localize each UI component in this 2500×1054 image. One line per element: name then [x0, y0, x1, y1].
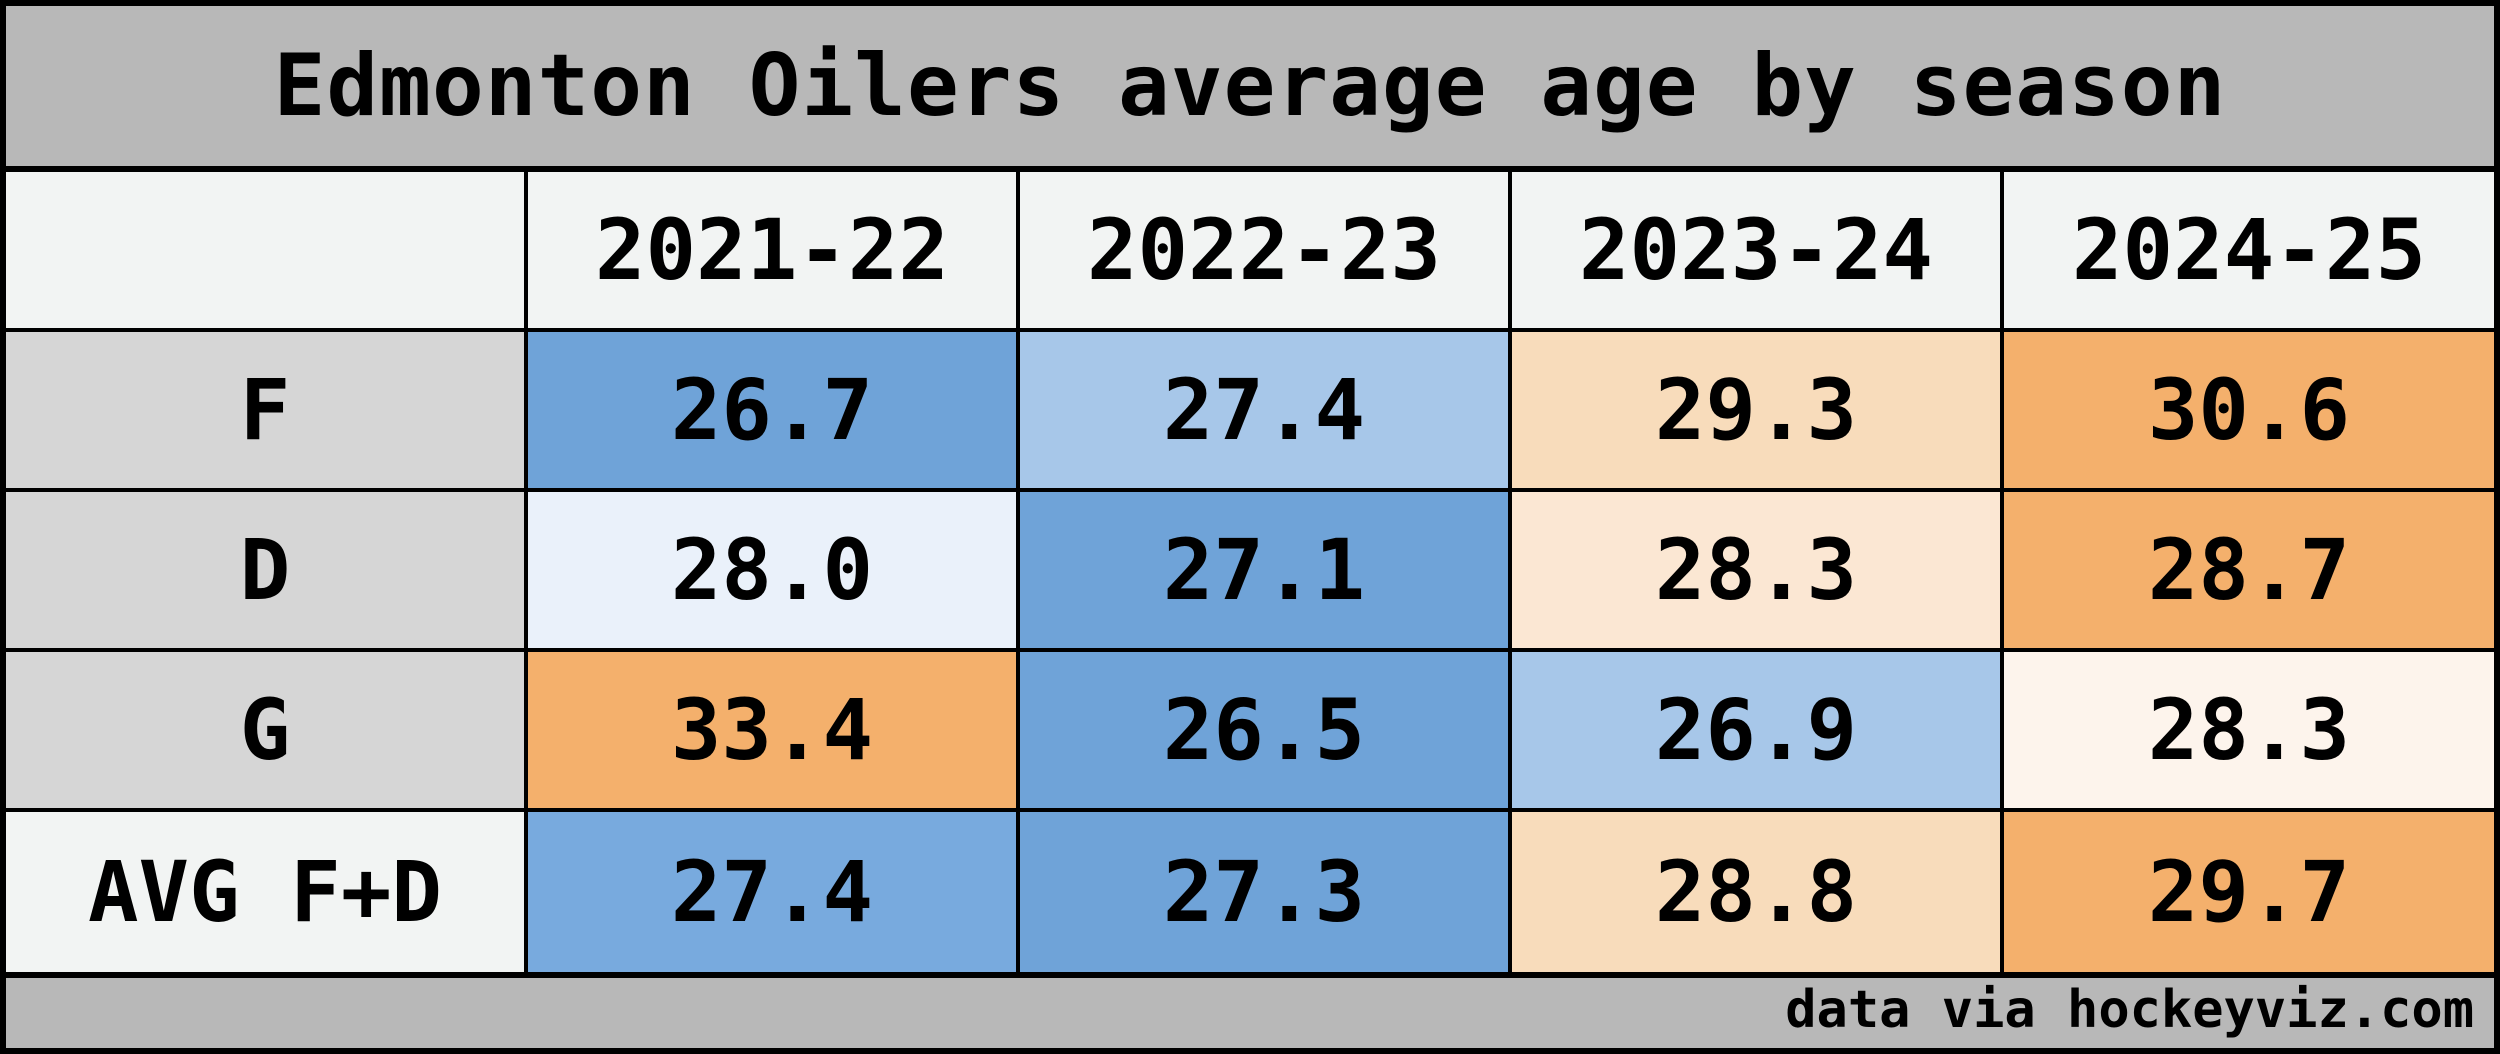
row-label: G [6, 652, 528, 812]
column-header: 2024-25 [2004, 172, 2494, 332]
row-label: AVG F+D [6, 812, 528, 972]
age-table: 2021-22 2022-23 2023-24 2024-25 F 26.7 27.4 29.… [6, 166, 2494, 978]
data-cell: 29.3 [1512, 332, 2004, 492]
data-cell: 28.0 [528, 492, 1020, 652]
row-label: F [6, 332, 528, 492]
data-cell: 30.6 [2004, 332, 2494, 492]
data-cell: 27.3 [1020, 812, 1512, 972]
data-cell: 33.4 [528, 652, 1020, 812]
corner-cell [6, 172, 528, 332]
data-cell: 26.9 [1512, 652, 2004, 812]
data-cell: 28.8 [1512, 812, 2004, 972]
data-cell: 27.1 [1020, 492, 1512, 652]
data-cell: 28.3 [2004, 652, 2494, 812]
column-header: 2023-24 [1512, 172, 2004, 332]
data-cell: 26.5 [1020, 652, 1512, 812]
chart-title: Edmonton Oilers average age by season [273, 36, 2227, 136]
column-header: 2021-22 [528, 172, 1020, 332]
source-credit: data via hockeyviz.com [1785, 980, 2474, 1040]
data-cell: 27.4 [1020, 332, 1512, 492]
row-label: D [6, 492, 528, 652]
data-cell: 28.7 [2004, 492, 2494, 652]
data-cell: 28.3 [1512, 492, 2004, 652]
data-cell: 26.7 [528, 332, 1020, 492]
column-header: 2022-23 [1020, 172, 1512, 332]
data-cell: 27.4 [528, 812, 1020, 972]
data-cell: 29.7 [2004, 812, 2494, 972]
